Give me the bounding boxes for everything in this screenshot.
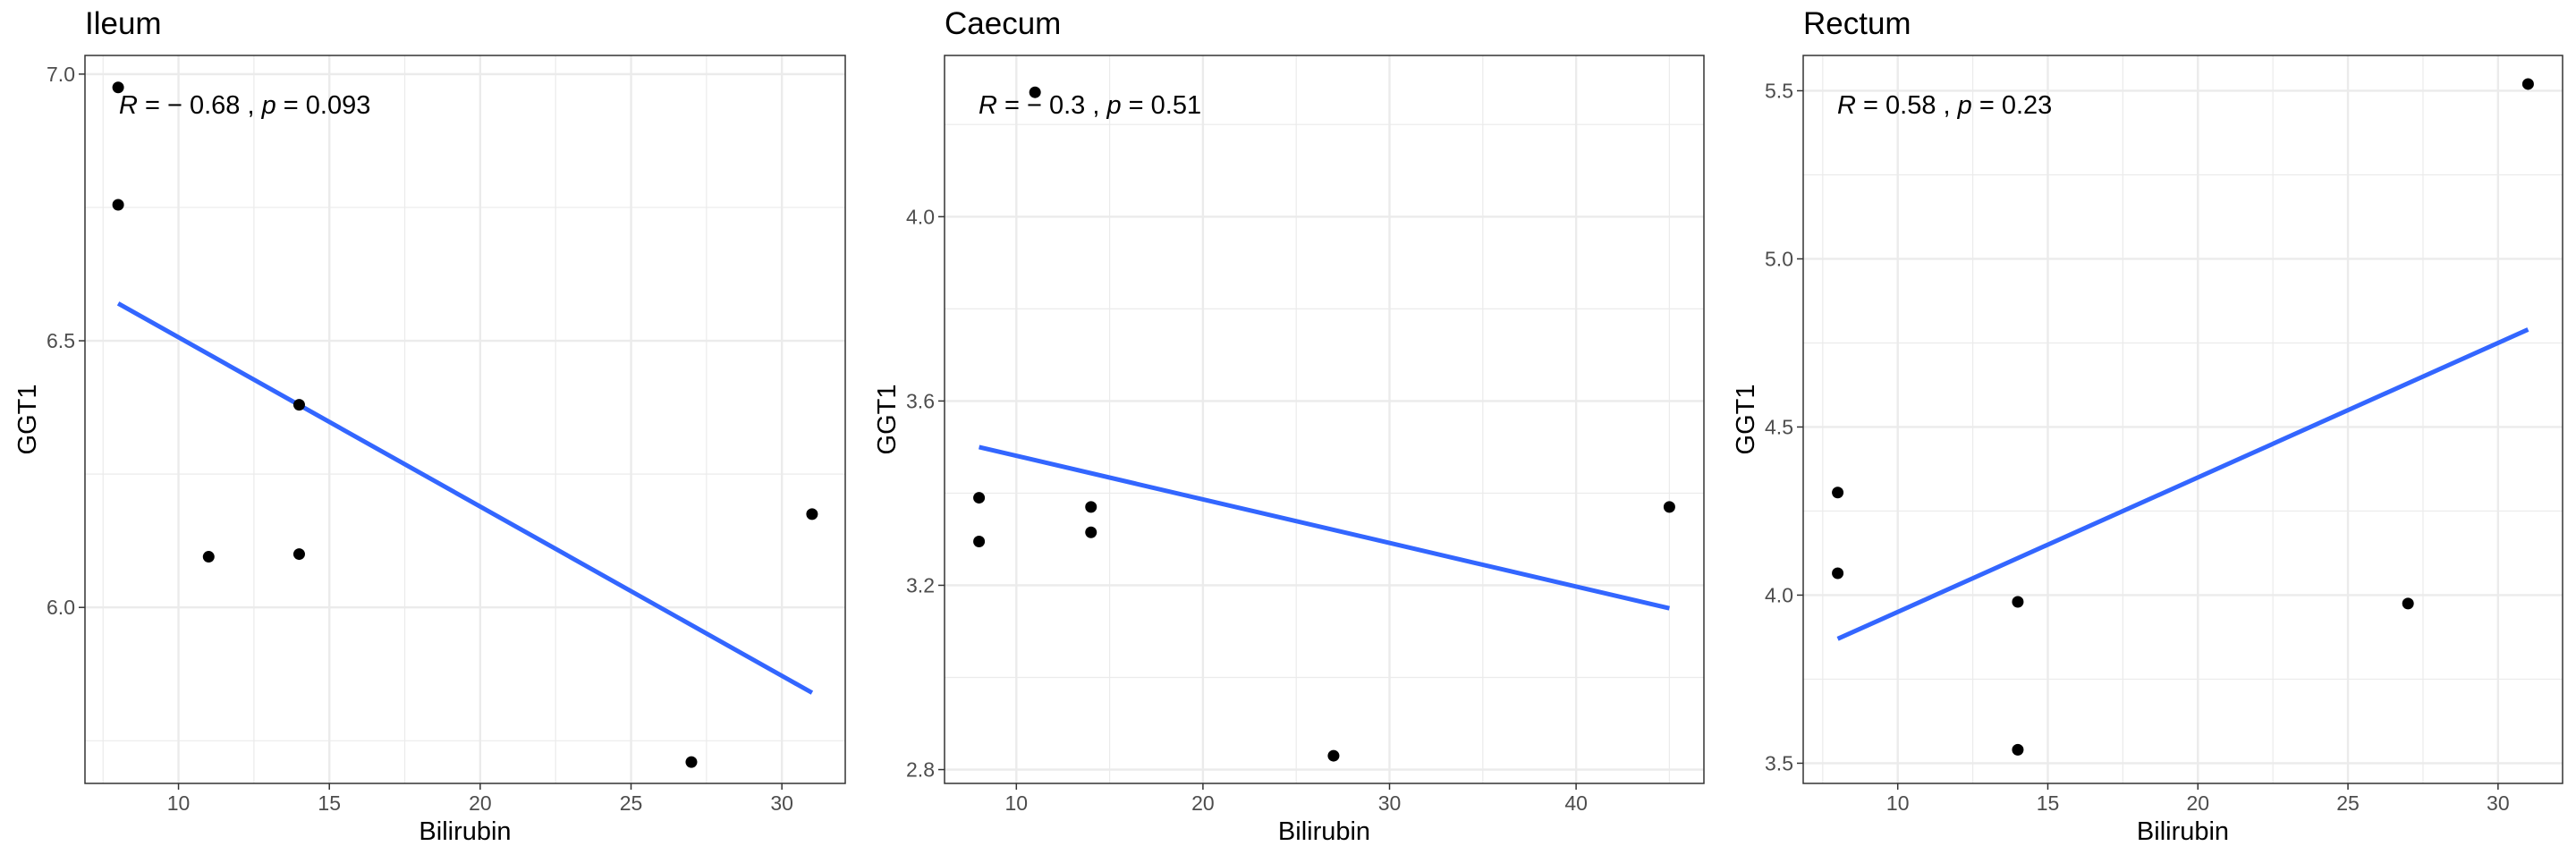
y-axis-title: GGT1 — [873, 385, 902, 455]
annotation-part: R — [119, 91, 138, 120]
y-axis-title: GGT1 — [13, 385, 42, 455]
data-point — [1663, 501, 1675, 513]
x-tick-label: 25 — [620, 791, 643, 815]
regression-line — [116, 301, 814, 695]
data-point — [2012, 743, 2024, 756]
x-axis-title: Bilirubin — [2137, 817, 2229, 846]
y-tick-label: 6.0 — [47, 596, 75, 619]
x-tick-label: 10 — [1886, 791, 1910, 815]
panel-background — [1803, 55, 2563, 783]
x-tick-label: 30 — [1378, 791, 1402, 815]
y-tick-label: 5.5 — [1765, 79, 1793, 102]
panel-title: Rectum — [1803, 6, 1911, 41]
data-point — [1327, 749, 1340, 762]
grid-lines — [945, 55, 1704, 783]
x-axis-title: Bilirubin — [1278, 817, 1370, 846]
annotation-part: = 0.093 — [276, 91, 371, 120]
facet-panel-2: 10 20 30 40 2.8 3.2 3.6 4.0 Bilirubin GGT1 Caecum R… — [873, 6, 1705, 846]
panel-background — [945, 55, 1704, 783]
data-point — [292, 399, 305, 411]
annotation-part: = − 0.3 , — [997, 91, 1107, 120]
data-point — [2402, 597, 2414, 610]
data-point — [1085, 501, 1097, 513]
y-tick-label: 5.0 — [1765, 247, 1793, 270]
annotation-part: = − 0.68 , — [138, 91, 262, 120]
annotation-part: p — [1957, 91, 1972, 120]
y-tick-label: 3.6 — [906, 389, 935, 412]
x-tick-label: 20 — [2186, 791, 2209, 815]
x-axis-title: Bilirubin — [419, 817, 511, 846]
annotation-part: R — [1837, 91, 1856, 120]
data-point — [973, 536, 986, 548]
data-point — [2012, 596, 2024, 608]
y-tick-label: 3.2 — [906, 573, 935, 596]
data-point — [292, 548, 305, 561]
annotation-part: = 0.58 , — [1856, 91, 1958, 120]
panel-border — [84, 55, 846, 784]
data-point — [806, 508, 818, 520]
facet-panel-1: 10 15 20 25 30 6.0 6.5 7.0 Bilirubin GGT1 Ileum R =… — [13, 6, 846, 846]
x-tick-label: 25 — [2336, 791, 2360, 815]
annotation-part: = 0.23 — [1972, 91, 2053, 120]
data-point — [685, 756, 698, 768]
data-point — [202, 551, 215, 563]
x-tick-label: 30 — [770, 791, 793, 815]
y-tick-label: 4.0 — [906, 205, 935, 228]
data-point — [1085, 526, 1097, 538]
x-tick-label: 15 — [2037, 791, 2060, 815]
y-tick-label: 4.5 — [1765, 415, 1793, 438]
y-tick-label: 6.5 — [47, 329, 75, 352]
x-tick-label: 15 — [318, 791, 341, 815]
x-tick-label: 10 — [167, 791, 191, 815]
panel-title: Caecum — [945, 6, 1061, 41]
data-point — [1832, 486, 1844, 499]
panel-background — [85, 55, 845, 783]
grid-lines — [1803, 55, 2563, 783]
annotation-part: R — [979, 91, 997, 120]
data-point — [973, 492, 986, 504]
x-tick-label: 10 — [1005, 791, 1029, 815]
data-point — [112, 81, 124, 94]
y-tick-label: 2.8 — [906, 758, 935, 782]
panel-border — [944, 55, 1705, 784]
facet-panel-3: 10 15 20 25 30 3.5 4.0 4.5 5.0 5.5 Bilirubin GGT1 Re… — [1732, 6, 2563, 846]
data-point — [1029, 86, 1041, 98]
y-tick-label: 7.0 — [47, 63, 75, 86]
annotation-part: p — [1106, 91, 1121, 120]
data-point — [1832, 567, 1844, 580]
panel-title: Ileum — [85, 6, 162, 41]
y-tick-label: 4.0 — [1765, 583, 1793, 606]
correlation-annotation: R = − 0.68 , p = 0.093 — [119, 91, 370, 120]
data-point — [2521, 78, 2534, 90]
regression-line — [979, 444, 1670, 611]
y-tick-label: 3.5 — [1765, 751, 1793, 774]
x-tick-label: 30 — [2487, 791, 2510, 815]
correlation-annotation: R = 0.58 , p = 0.23 — [1837, 91, 2052, 120]
annotation-part: = 0.51 — [1122, 91, 1202, 120]
correlation-annotation: R = − 0.3 , p = 0.51 — [979, 91, 1201, 120]
x-tick-label: 20 — [469, 791, 492, 815]
regression-line — [1836, 327, 2529, 641]
grid-lines — [85, 55, 845, 783]
y-axis-title: GGT1 — [1732, 385, 1760, 455]
data-point — [112, 199, 124, 211]
x-tick-label: 40 — [1564, 791, 1588, 815]
annotation-part: p — [261, 91, 276, 120]
panel-border — [1802, 55, 2563, 784]
x-tick-label: 20 — [1191, 791, 1215, 815]
